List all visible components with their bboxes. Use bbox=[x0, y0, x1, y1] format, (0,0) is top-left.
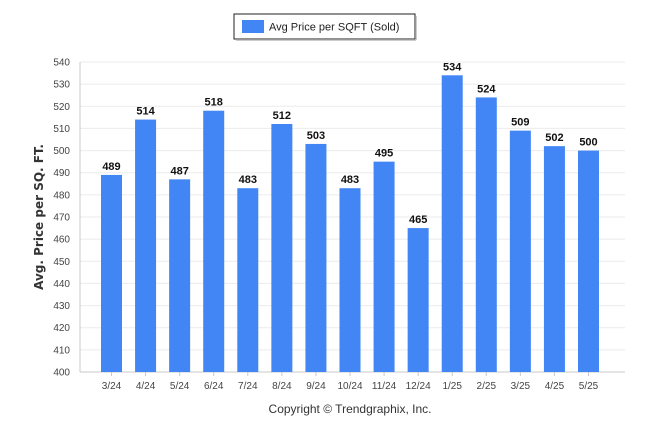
bar-value-label: 509 bbox=[511, 117, 529, 129]
y-tick-label: 460 bbox=[53, 235, 70, 246]
x-tick-label: 3/24 bbox=[102, 381, 122, 392]
x-tick-label: 7/24 bbox=[238, 381, 258, 392]
y-axis-ticks: 400 410 420 430 440 450 460 470 480 490 500 510 520 5… bbox=[53, 58, 70, 379]
bar-value-label: 524 bbox=[477, 83, 496, 95]
bar[interactable] bbox=[578, 150, 599, 372]
bar-value-label: 465 bbox=[409, 214, 427, 226]
y-tick-label: 490 bbox=[53, 168, 70, 179]
bar-value-label: 487 bbox=[170, 165, 188, 177]
x-tick-label: 5/24 bbox=[170, 381, 190, 392]
bar-value-label: 518 bbox=[205, 97, 223, 109]
bar-value-label: 514 bbox=[136, 106, 155, 118]
y-tick-label: 530 bbox=[53, 80, 70, 91]
bar[interactable] bbox=[271, 124, 293, 372]
y-axis-title: Avg. Price per SQ. FT. bbox=[32, 144, 46, 290]
x-tick-label: 10/24 bbox=[337, 381, 362, 392]
bar-value-label: 483 bbox=[341, 174, 359, 186]
bar-value-label: 502 bbox=[545, 132, 563, 144]
copyright-credit: Copyright © Trendgraphix, Inc. bbox=[269, 402, 432, 416]
bar[interactable] bbox=[169, 179, 191, 372]
bar[interactable] bbox=[373, 161, 395, 372]
bar-value-label: 489 bbox=[102, 161, 120, 173]
y-tick-label: 400 bbox=[53, 368, 70, 379]
x-tick-label: 8/24 bbox=[272, 381, 292, 392]
bar-value-label: 500 bbox=[579, 137, 597, 149]
x-tick-label: 12/24 bbox=[406, 381, 431, 392]
bar-value-label: 483 bbox=[239, 174, 257, 186]
y-tick-label: 500 bbox=[53, 146, 70, 157]
y-tick-label: 510 bbox=[53, 124, 70, 135]
bar-value-label: 534 bbox=[443, 61, 462, 73]
y-tick-label: 420 bbox=[53, 323, 70, 334]
x-tick-label: 9/24 bbox=[306, 381, 326, 392]
y-tick-label: 470 bbox=[53, 213, 70, 224]
legend[interactable]: Avg Price per SQFT (Sold) bbox=[233, 13, 417, 41]
bar[interactable] bbox=[407, 228, 429, 372]
bars: 489 514 487 518 483 512 503 483 495 465 534 524 509 5… bbox=[101, 61, 599, 373]
x-tick-label: 5/25 bbox=[579, 381, 599, 392]
y-tick-label: 450 bbox=[53, 257, 70, 268]
bar[interactable] bbox=[101, 174, 122, 372]
y-tick-label: 480 bbox=[53, 190, 70, 201]
x-tick-label: 4/25 bbox=[545, 381, 565, 392]
y-tick-label: 410 bbox=[53, 345, 70, 356]
y-tick-label: 440 bbox=[53, 279, 70, 290]
bar-value-label: 512 bbox=[273, 110, 291, 122]
bar[interactable] bbox=[339, 188, 361, 372]
x-axis-ticks: 3/24 4/24 5/24 6/24 7/24 8/24 9/24 10/24 11/24 12… bbox=[102, 372, 599, 392]
bar[interactable] bbox=[135, 119, 157, 372]
y-tick-label: 520 bbox=[53, 102, 70, 113]
bar[interactable] bbox=[441, 75, 463, 373]
bar[interactable] bbox=[475, 97, 497, 372]
bar[interactable] bbox=[203, 110, 225, 372]
x-tick-label: 1/25 bbox=[442, 381, 462, 392]
x-tick-label: 6/24 bbox=[204, 381, 224, 392]
x-tick-label: 4/24 bbox=[136, 381, 156, 392]
legend-label: Avg Price per SQFT (Sold) bbox=[269, 22, 399, 34]
legend-box bbox=[233, 13, 416, 40]
y-tick-label: 430 bbox=[53, 301, 70, 312]
x-tick-label: 11/24 bbox=[372, 381, 397, 392]
x-tick-label: 3/25 bbox=[511, 381, 531, 392]
legend-swatch bbox=[242, 20, 264, 33]
bar[interactable] bbox=[509, 130, 531, 372]
x-tick-label: 2/25 bbox=[477, 381, 497, 392]
bar[interactable] bbox=[237, 188, 259, 372]
y-tick-label: 540 bbox=[53, 58, 70, 69]
bar[interactable] bbox=[305, 143, 327, 372]
bar-value-label: 503 bbox=[307, 130, 325, 142]
bar[interactable] bbox=[543, 146, 565, 372]
bar-value-label: 495 bbox=[375, 148, 393, 160]
